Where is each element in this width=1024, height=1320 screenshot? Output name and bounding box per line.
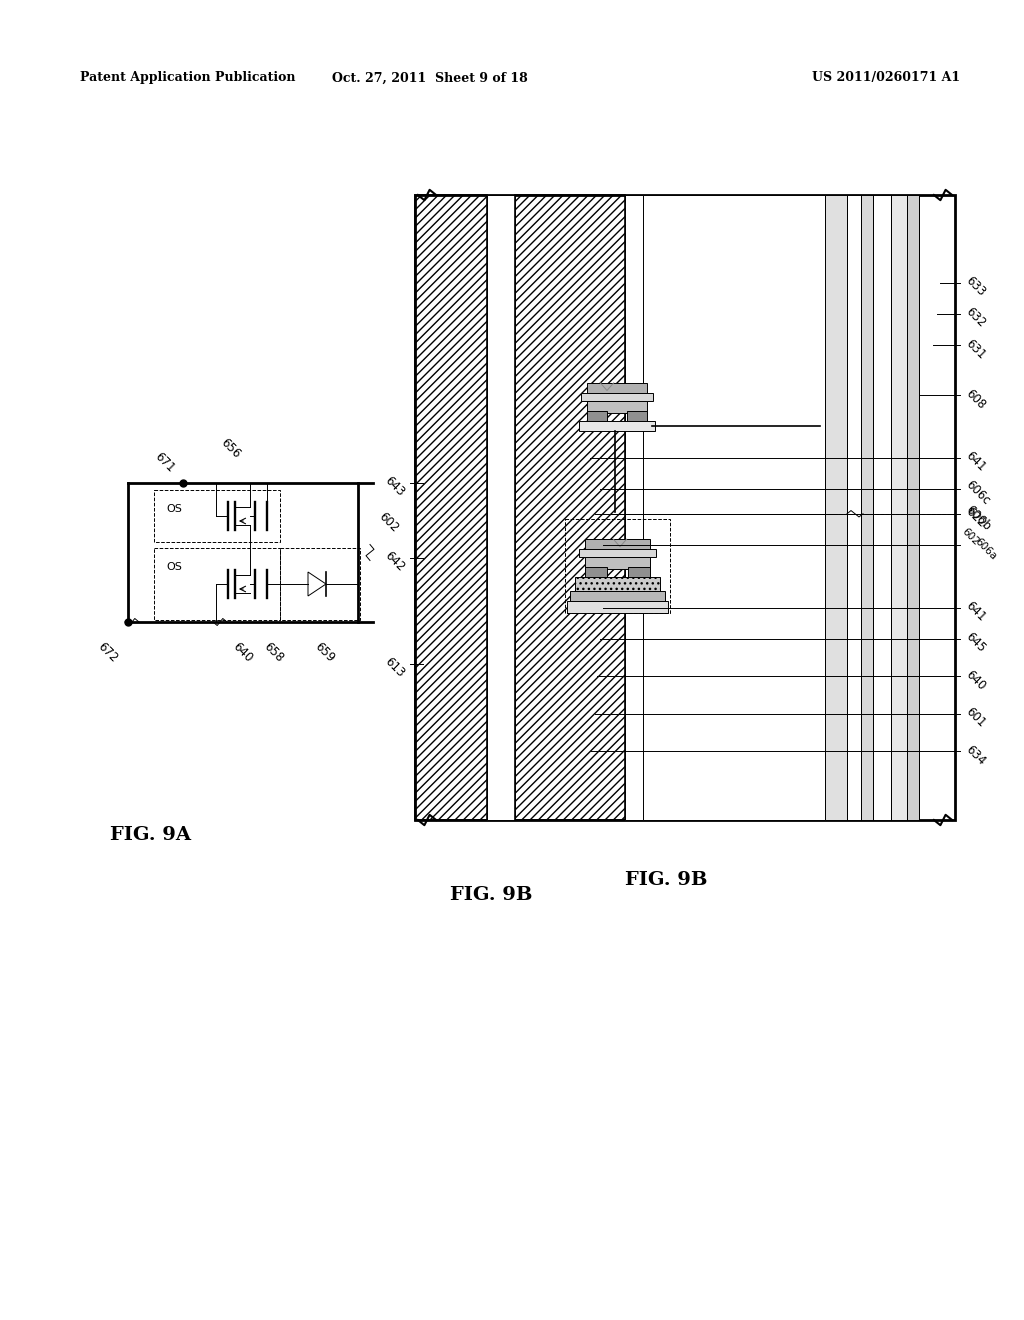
Bar (628, 566, 650, 577)
Text: 658: 658 (261, 640, 286, 665)
Bar (515, 195, 625, 820)
Text: 608: 608 (963, 387, 988, 412)
Text: 641: 641 (963, 599, 988, 624)
Text: 641: 641 (963, 449, 988, 474)
Text: FIG. 9A: FIG. 9A (110, 826, 191, 843)
Text: 672: 672 (95, 640, 120, 665)
Text: FIG. 9B: FIG. 9B (450, 886, 532, 904)
Bar (627, 411, 647, 421)
Bar (280, 548, 360, 620)
Bar (891, 195, 907, 820)
Text: FIG. 9B: FIG. 9B (625, 871, 708, 888)
Bar (585, 539, 650, 549)
Text: OS: OS (166, 504, 182, 513)
Text: US 2011/0260171 A1: US 2011/0260171 A1 (812, 71, 961, 84)
Bar (581, 392, 653, 400)
Text: 645: 645 (963, 630, 988, 655)
Text: 606b: 606b (963, 503, 993, 533)
Bar (585, 566, 607, 577)
Text: 613: 613 (382, 655, 407, 680)
Bar (579, 421, 655, 430)
Bar (625, 195, 643, 820)
Text: 602: 602 (376, 510, 401, 535)
Bar (565, 519, 670, 612)
Bar (579, 549, 656, 557)
Bar (587, 411, 607, 421)
Bar (861, 195, 873, 820)
Bar (847, 195, 861, 820)
Polygon shape (308, 572, 326, 597)
Bar (907, 195, 919, 820)
Bar (587, 400, 647, 412)
Text: Oct. 27, 2011  Sheet 9 of 18: Oct. 27, 2011 Sheet 9 of 18 (332, 71, 528, 84)
Text: 656: 656 (218, 436, 243, 461)
Bar (575, 577, 660, 591)
Bar (415, 195, 487, 820)
Text: 659: 659 (312, 640, 337, 665)
Bar (515, 195, 625, 820)
Text: 642: 642 (382, 549, 407, 574)
Text: 606c: 606c (963, 478, 992, 507)
Bar (415, 195, 955, 820)
Text: 643: 643 (382, 474, 407, 499)
Bar (587, 383, 647, 392)
Text: 602: 602 (961, 527, 981, 548)
Bar (415, 195, 487, 820)
Text: 633: 633 (963, 275, 988, 298)
Text: Patent Application Publication: Patent Application Publication (80, 71, 296, 84)
Text: 606a: 606a (973, 536, 998, 562)
Text: 601: 601 (963, 705, 988, 730)
Text: 622: 622 (963, 506, 988, 531)
Bar (154, 548, 280, 620)
Bar (487, 195, 515, 820)
Bar (825, 195, 847, 820)
Text: 671: 671 (152, 450, 177, 475)
Text: 632: 632 (963, 305, 988, 330)
Bar (570, 591, 665, 601)
Bar (567, 601, 668, 612)
Text: 640: 640 (963, 668, 988, 693)
Bar (873, 195, 891, 820)
Text: 640: 640 (230, 640, 255, 665)
Text: 634: 634 (963, 743, 988, 768)
Text: OS: OS (166, 562, 182, 572)
Text: 631: 631 (963, 337, 988, 362)
Bar (154, 490, 280, 543)
Bar (585, 557, 650, 569)
Bar (643, 195, 825, 820)
